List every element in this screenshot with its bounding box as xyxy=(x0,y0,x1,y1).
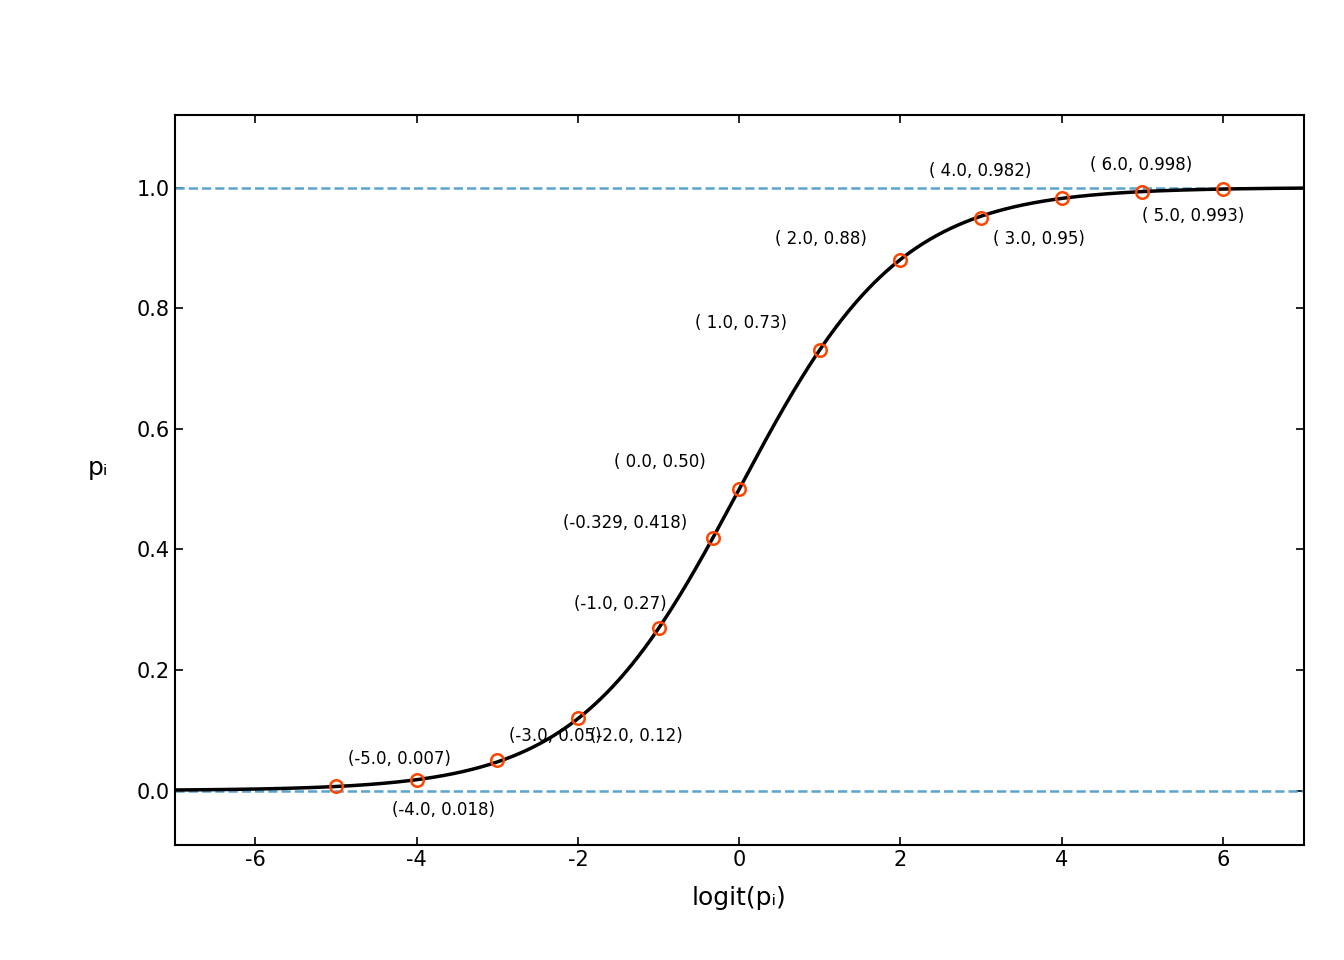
X-axis label: logit(pᵢ): logit(pᵢ) xyxy=(692,886,786,910)
Text: ( 3.0, 0.95): ( 3.0, 0.95) xyxy=(993,229,1085,248)
Text: ( 2.0, 0.88): ( 2.0, 0.88) xyxy=(775,229,867,248)
Y-axis label: pᵢ: pᵢ xyxy=(87,456,108,480)
Text: (-4.0, 0.018): (-4.0, 0.018) xyxy=(392,801,496,819)
Text: ( 4.0, 0.982): ( 4.0, 0.982) xyxy=(929,162,1031,180)
Text: (-0.329, 0.418): (-0.329, 0.418) xyxy=(563,515,688,533)
Text: ( 5.0, 0.993): ( 5.0, 0.993) xyxy=(1142,207,1245,225)
Text: ( 0.0, 0.50): ( 0.0, 0.50) xyxy=(614,453,706,471)
Text: (-1.0, 0.27): (-1.0, 0.27) xyxy=(574,594,667,612)
Text: ( 1.0, 0.73): ( 1.0, 0.73) xyxy=(695,314,786,332)
Text: (-5.0, 0.007): (-5.0, 0.007) xyxy=(348,750,452,768)
Text: (-3.0, 0.05): (-3.0, 0.05) xyxy=(509,728,602,745)
Text: (-2.0, 0.12): (-2.0, 0.12) xyxy=(590,728,683,745)
Text: ( 6.0, 0.998): ( 6.0, 0.998) xyxy=(1090,156,1192,174)
